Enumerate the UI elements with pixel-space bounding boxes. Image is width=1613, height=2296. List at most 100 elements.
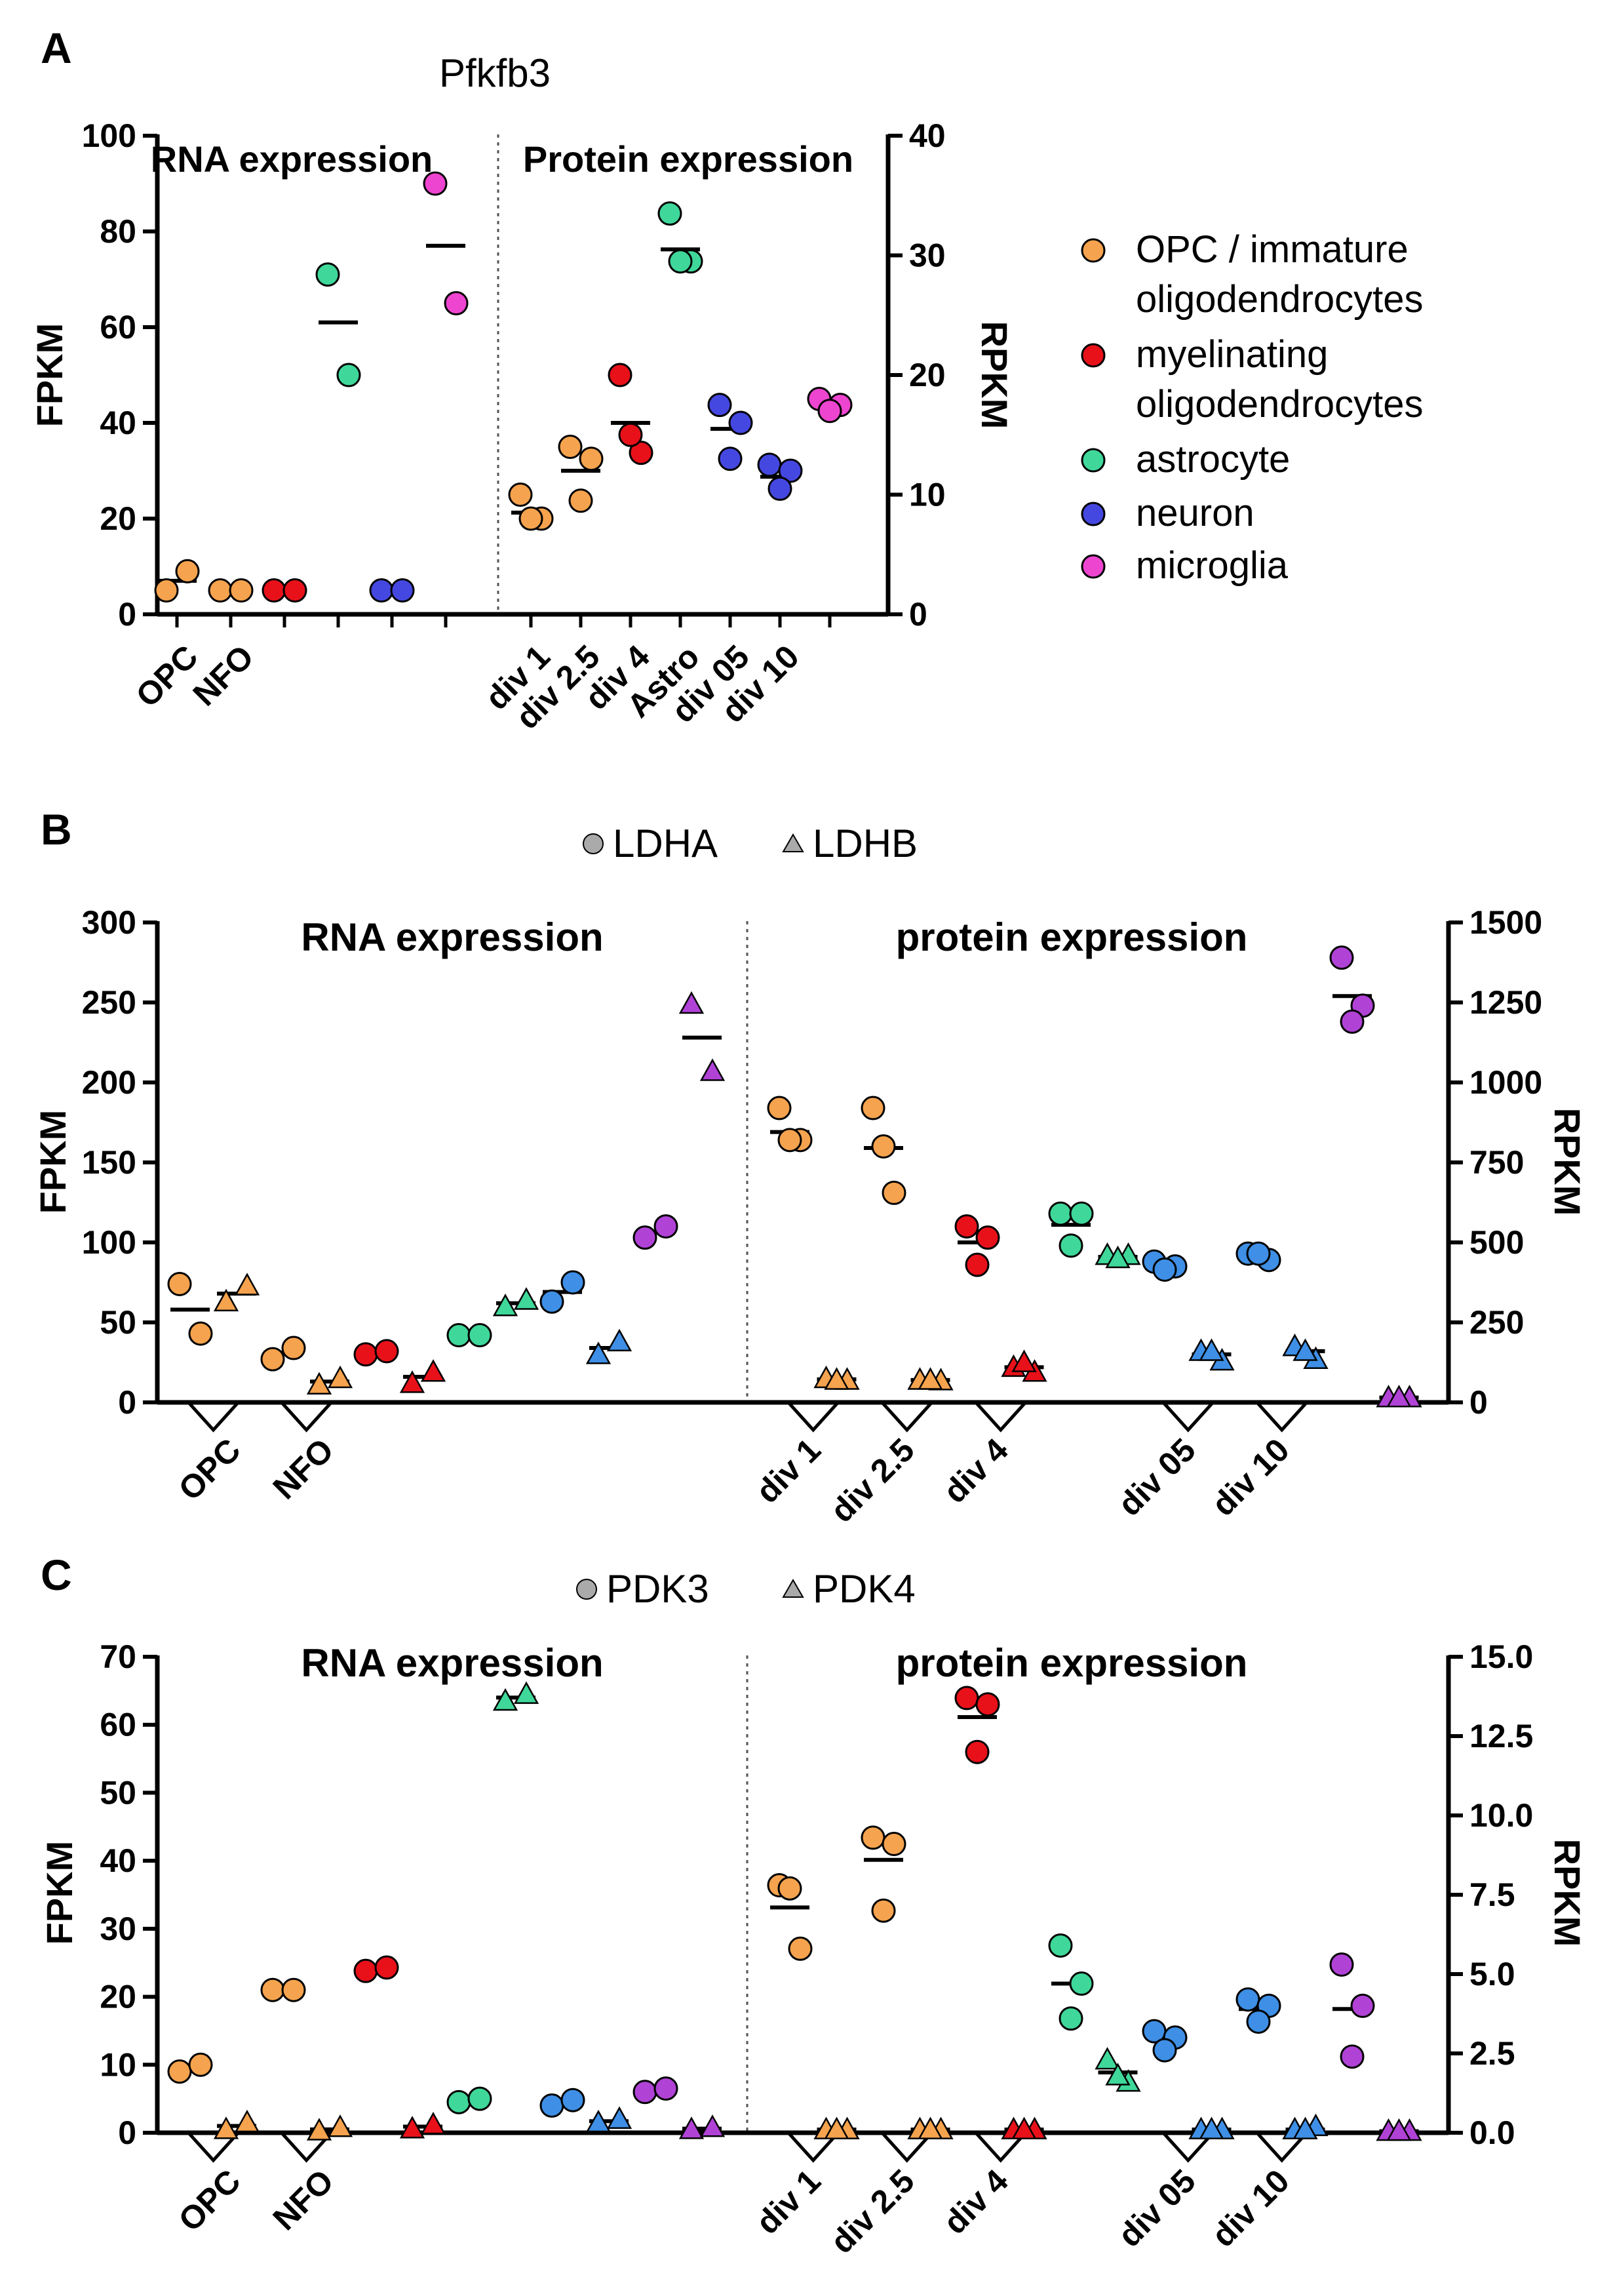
data-point-ldhb (606, 1328, 632, 1352)
panel-b: B LDHA LDHB RNA expression protein expre… (32, 805, 1588, 1530)
panel-a-letter: A (41, 24, 72, 72)
legend-triangle-marker (782, 833, 804, 852)
data-point-ldhb (420, 1359, 446, 1382)
y-left-tick-label: 300 (82, 904, 136, 941)
x-label-opc: OPC (129, 638, 205, 714)
panel-b-x-labels: OPC NFO div 1 div 2.5 div 4 div 05 div 1… (172, 1431, 1296, 1530)
y-left-tick-label: 80 (100, 213, 136, 250)
legend-marker-opc (1081, 238, 1106, 263)
x-pair-bracket (880, 1401, 933, 1433)
data-point-ldha (560, 1270, 585, 1295)
x-label-div4: div 4 (937, 1431, 1015, 1510)
data-point-astro (657, 201, 682, 226)
y-right-tick-label: 1250 (1469, 984, 1542, 1021)
data-point-ldha (281, 1336, 306, 1360)
panel-a-marks (154, 171, 853, 603)
data-point-ldhb (1199, 1338, 1224, 1361)
x-pair-bracket (187, 2131, 240, 2163)
legend-marker-neuron (1081, 502, 1106, 526)
x-label-nfo: NFO (266, 1431, 341, 1506)
x-label-opc: OPC (172, 1431, 248, 1507)
data-point-opc (154, 578, 179, 603)
legend-label-myelin-1: myelinating (1136, 333, 1328, 376)
legend-label-astro: astrocyte (1136, 438, 1290, 481)
data-point-ldha (1069, 1201, 1094, 1226)
x-pair-bracket (187, 1401, 240, 1433)
data-point-ldha (1246, 1241, 1271, 1266)
legend-ldha: LDHA (613, 821, 718, 865)
y-right-tick-label: 0.0 (1469, 2114, 1515, 2151)
data-point-pdk3 (1048, 1933, 1073, 1958)
legend-marker-microglia (1081, 554, 1106, 579)
data-point-ldhb (1292, 1338, 1318, 1361)
data-point-opc (518, 506, 543, 531)
data-point-pdk4 (234, 2109, 260, 2133)
data-point-astro (336, 363, 361, 387)
panel-b-right-ticks: 0 250 500 750 1000 1250 1500 (1448, 904, 1542, 1421)
data-point-pdk3 (1069, 1971, 1094, 1996)
legend-pdk4: PDK4 (813, 1567, 916, 1611)
legend-label-neuron: neuron (1136, 492, 1254, 534)
data-point-ldha (861, 1096, 885, 1120)
data-point-opc (208, 578, 233, 603)
panel-a-x-labels: OPC NFO div 1 div 2.5 div 4 Astro div 05… (129, 638, 806, 736)
data-point-ldhb (513, 1287, 539, 1310)
y-right-tick-label: 250 (1469, 1304, 1524, 1341)
x-pair-bracket (280, 1401, 333, 1433)
y-right-tick-label: 10.0 (1469, 1797, 1533, 1834)
y-right-tick-label: 30 (909, 237, 946, 274)
data-point-opc (579, 446, 604, 471)
data-point-ldha (1059, 1233, 1083, 1258)
legend-circle-marker (576, 1579, 597, 1600)
y-right-tick-label: 2.5 (1469, 2035, 1515, 2072)
data-point-pdk3 (1152, 2038, 1177, 2063)
data-point-microglia (817, 399, 842, 424)
data-point-ldha (467, 1323, 492, 1348)
data-point-pdk3 (882, 1832, 906, 1857)
x-pair-bracket (974, 1401, 1027, 1433)
panel-b-marks (167, 945, 1422, 1408)
data-point-ldha (632, 1225, 657, 1250)
data-point-neuron (718, 446, 743, 471)
y-left-tick-label: 20 (100, 500, 136, 537)
data-point-ldha (1340, 1009, 1365, 1034)
x-label-opc: OPC (172, 2162, 248, 2238)
data-point-pdk3 (446, 2089, 471, 2114)
legend-label-myelin-2: oligodendrocytes (1136, 383, 1424, 426)
panel-c-x-ticks (187, 2131, 1308, 2163)
x-label-div05: div 05 (1111, 2162, 1203, 2254)
data-point-ldha (1329, 945, 1354, 970)
data-point-pdk3 (188, 2052, 213, 2077)
y-right-tick-label: 40 (909, 117, 946, 154)
y-right-tick-label: 500 (1469, 1224, 1524, 1261)
y-right-tick-label: 15.0 (1469, 1638, 1533, 1675)
data-point-pdk3 (954, 1686, 979, 1711)
data-point-pdk4 (606, 2106, 632, 2129)
y-left-tick-label: 0 (118, 596, 136, 633)
y-left-tick-label: 250 (82, 984, 136, 1021)
panel-a-x-ticks (175, 614, 832, 627)
data-point-neuron (768, 476, 792, 501)
legend-marker-myelin (1081, 343, 1106, 368)
data-point-ldha (188, 1321, 213, 1346)
y-left-tick-label: 60 (100, 309, 136, 346)
legend-triangle-marker (782, 1578, 804, 1598)
panel-a-left-ticks: 0 20 40 60 80 100 (82, 117, 157, 633)
y-right-tick-label: 7.5 (1469, 1876, 1515, 1913)
data-point-ldhb (1105, 1245, 1131, 1269)
data-point-ldha (1048, 1201, 1073, 1226)
y-right-tick-label: 20 (909, 357, 946, 393)
x-label-div10: div 10 (1205, 1431, 1296, 1523)
data-point-pdk3 (167, 2059, 192, 2084)
data-point-pdk4 (1095, 2047, 1120, 2070)
data-point-pdk4 (1011, 2116, 1037, 2140)
data-point-ldha (954, 1214, 979, 1239)
x-pair-bracket (1255, 1401, 1308, 1433)
data-point-pdk4 (420, 2111, 446, 2135)
y-left-tick-label: 40 (100, 1842, 136, 1879)
data-point-pdk4 (585, 2109, 612, 2133)
data-point-pdk4 (1199, 2116, 1224, 2140)
panel-a-legend: OPC / immature oligodendrocytes myelinat… (1081, 228, 1424, 587)
panel-b-y-left-label: FPKM (32, 1110, 73, 1214)
data-point-astro (315, 262, 340, 287)
